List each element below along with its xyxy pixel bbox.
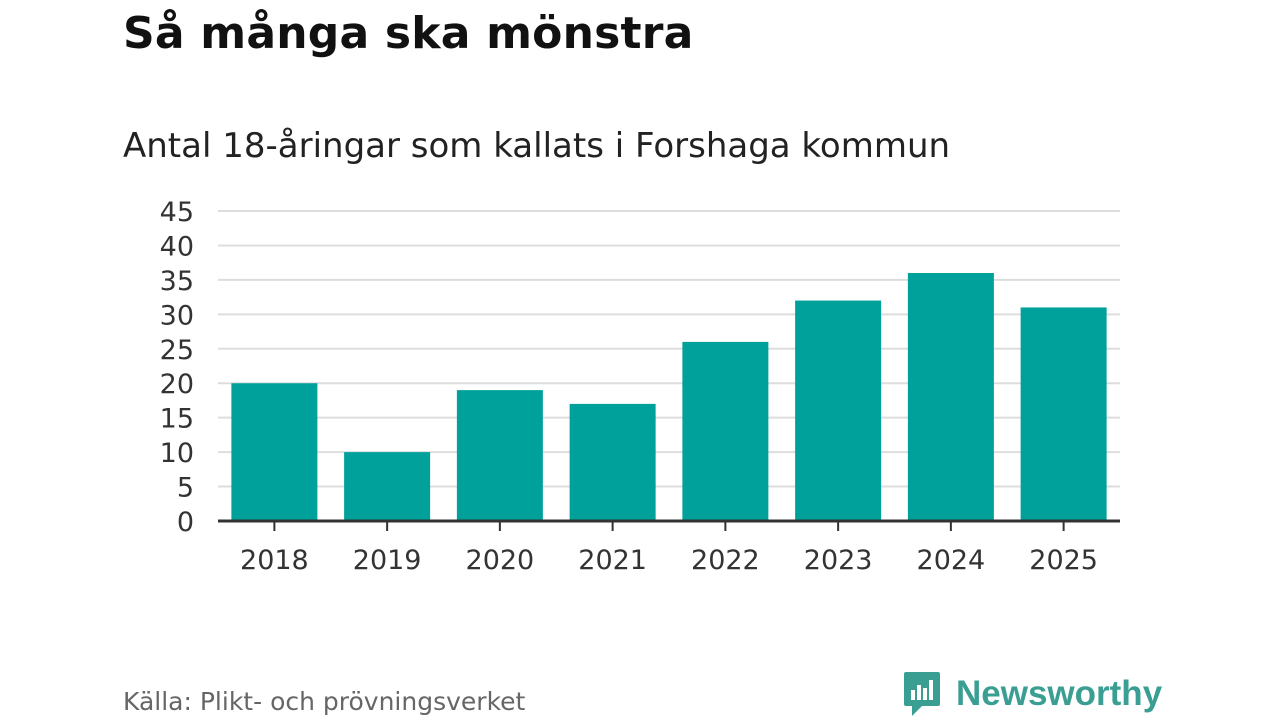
y-tick-label: 25 (160, 335, 194, 366)
bar (1020, 307, 1107, 521)
x-tick-label: 2024 (917, 545, 986, 576)
x-tick-label: 2022 (691, 545, 760, 576)
y-tick-label: 10 (160, 438, 194, 469)
y-tick-label: 5 (177, 473, 194, 504)
source-note: Källa: Plikt- och prövningsverket (123, 687, 526, 716)
x-tick-label: 2025 (1029, 545, 1098, 576)
logo-text: Newsworthy (956, 674, 1163, 713)
y-tick-label: 20 (160, 369, 194, 400)
bar (344, 452, 431, 521)
chart-subtitle: Antal 18-åringar som kallats i Forshaga … (123, 126, 951, 166)
y-tick-label: 45 (160, 197, 194, 228)
x-tick-label: 2023 (804, 545, 873, 576)
chart-title: Så många ska mönstra (123, 8, 694, 59)
x-tick-label: 2021 (578, 545, 647, 576)
y-tick-label: 35 (160, 266, 194, 297)
x-tick-label: 2018 (240, 545, 309, 576)
y-tick-label: 40 (160, 231, 194, 262)
bar (795, 300, 882, 521)
x-tick-label: 2019 (353, 545, 422, 576)
y-tick-label: 15 (160, 404, 194, 435)
bar (682, 341, 769, 521)
x-tick-label: 2020 (466, 545, 535, 576)
bar (907, 273, 994, 521)
y-tick-label: 0 (177, 507, 194, 538)
bar (231, 383, 318, 521)
bar (456, 390, 543, 521)
bar (569, 403, 656, 521)
newsworthy-logo: Newsworthy (902, 670, 1162, 718)
y-tick-label: 30 (160, 300, 194, 331)
newsworthy-chart-icon (904, 672, 940, 716)
